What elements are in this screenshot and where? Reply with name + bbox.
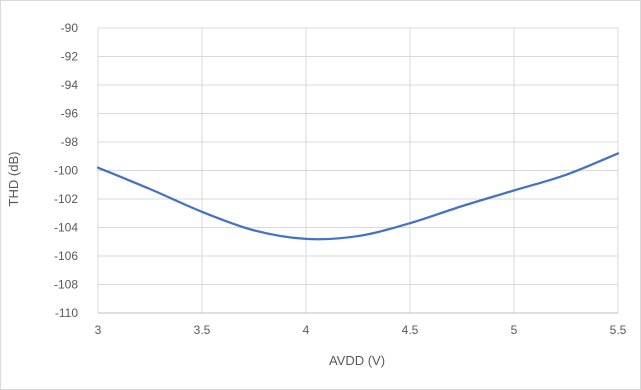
gridlines <box>97 27 619 314</box>
x-axis-ticks: 3 3.5 4 4.5 5 5.5 <box>95 323 627 337</box>
y-tick-label: -94 <box>61 78 79 92</box>
y-tick-label: -104 <box>54 221 78 235</box>
y-tick-label: -110 <box>55 306 78 320</box>
y-tick-label: -108 <box>54 278 78 292</box>
y-tick-label: -102 <box>54 192 78 206</box>
x-tick-label: 4 <box>303 323 310 337</box>
x-tick-label: 3.5 <box>194 323 211 337</box>
series-layer <box>96 152 620 241</box>
x-tick-label: 3 <box>95 323 102 337</box>
y-tick-label: -100 <box>54 164 78 178</box>
y-tick-label: -92 <box>61 50 79 64</box>
y-tick-label: -98 <box>61 135 79 149</box>
y-tick-label: -90 <box>61 21 79 35</box>
y-tick-label: -96 <box>61 107 79 121</box>
x-tick-label: 4.5 <box>402 323 419 337</box>
series-line <box>96 152 620 241</box>
x-axis-title: AVDD (V) <box>329 353 385 368</box>
y-tick-label: -106 <box>54 249 78 263</box>
x-tick-label: 5 <box>511 323 518 337</box>
x-tick-label: 5.5 <box>610 323 627 337</box>
y-axis-ticks: -90 -92 -94 -96 -98 -100 -102 -104 -106 -108 -110 <box>54 21 78 320</box>
y-axis-title: THD (dB) <box>6 152 21 207</box>
